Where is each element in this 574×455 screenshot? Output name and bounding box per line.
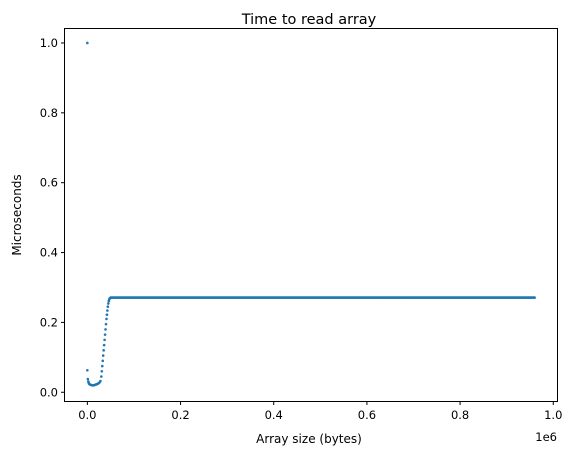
data-point — [100, 364, 104, 368]
y-tick-label: 0.0 — [40, 385, 58, 399]
data-point — [102, 343, 106, 347]
data-point — [103, 333, 107, 336]
x-tick-label: 0.2 — [171, 408, 189, 422]
data-point — [101, 354, 105, 357]
data-point — [100, 375, 103, 378]
x-tick-label: 1.0 — [544, 408, 562, 422]
data-point — [106, 309, 109, 312]
x-tick-label: 0.6 — [358, 408, 376, 422]
data-point — [100, 370, 104, 373]
data-point — [105, 313, 109, 317]
data-point — [107, 302, 110, 305]
data-point — [105, 317, 108, 321]
x-axis-label: Array size (bytes) — [256, 432, 362, 446]
data-point — [104, 322, 108, 326]
x-tick-label: 0.8 — [451, 408, 469, 422]
chart-title: Time to read array — [241, 12, 377, 28]
data-point — [104, 328, 107, 331]
data-point — [101, 359, 105, 363]
data-point-outlier — [86, 368, 89, 372]
data-point — [533, 296, 536, 299]
y-tick-label: 0.8 — [40, 106, 58, 120]
data-point-outlier — [86, 41, 89, 45]
data-point — [106, 305, 110, 308]
x-axis: 0.0 0.2 0.4 0.6 0.8 1.0 — [78, 401, 562, 422]
data-point — [99, 379, 102, 383]
x-tick-label: 0.4 — [265, 408, 283, 422]
y-tick-label: 1.0 — [40, 36, 58, 50]
data-point — [102, 349, 105, 352]
x-axis-offset-label: 1e6 — [535, 430, 557, 444]
y-axis-label: Microseconds — [10, 174, 24, 255]
plot-area — [86, 41, 536, 387]
axes-frame — [64, 28, 558, 402]
y-tick-label: 0.2 — [40, 315, 58, 329]
y-tick-label: 0.6 — [40, 176, 58, 190]
x-tick-label: 0.0 — [78, 408, 96, 422]
y-axis: 0.0 0.2 0.4 0.6 0.8 1.0 — [40, 36, 65, 399]
data-point — [103, 338, 106, 342]
y-tick-label: 0.4 — [40, 246, 58, 260]
data-point — [86, 377, 90, 381]
